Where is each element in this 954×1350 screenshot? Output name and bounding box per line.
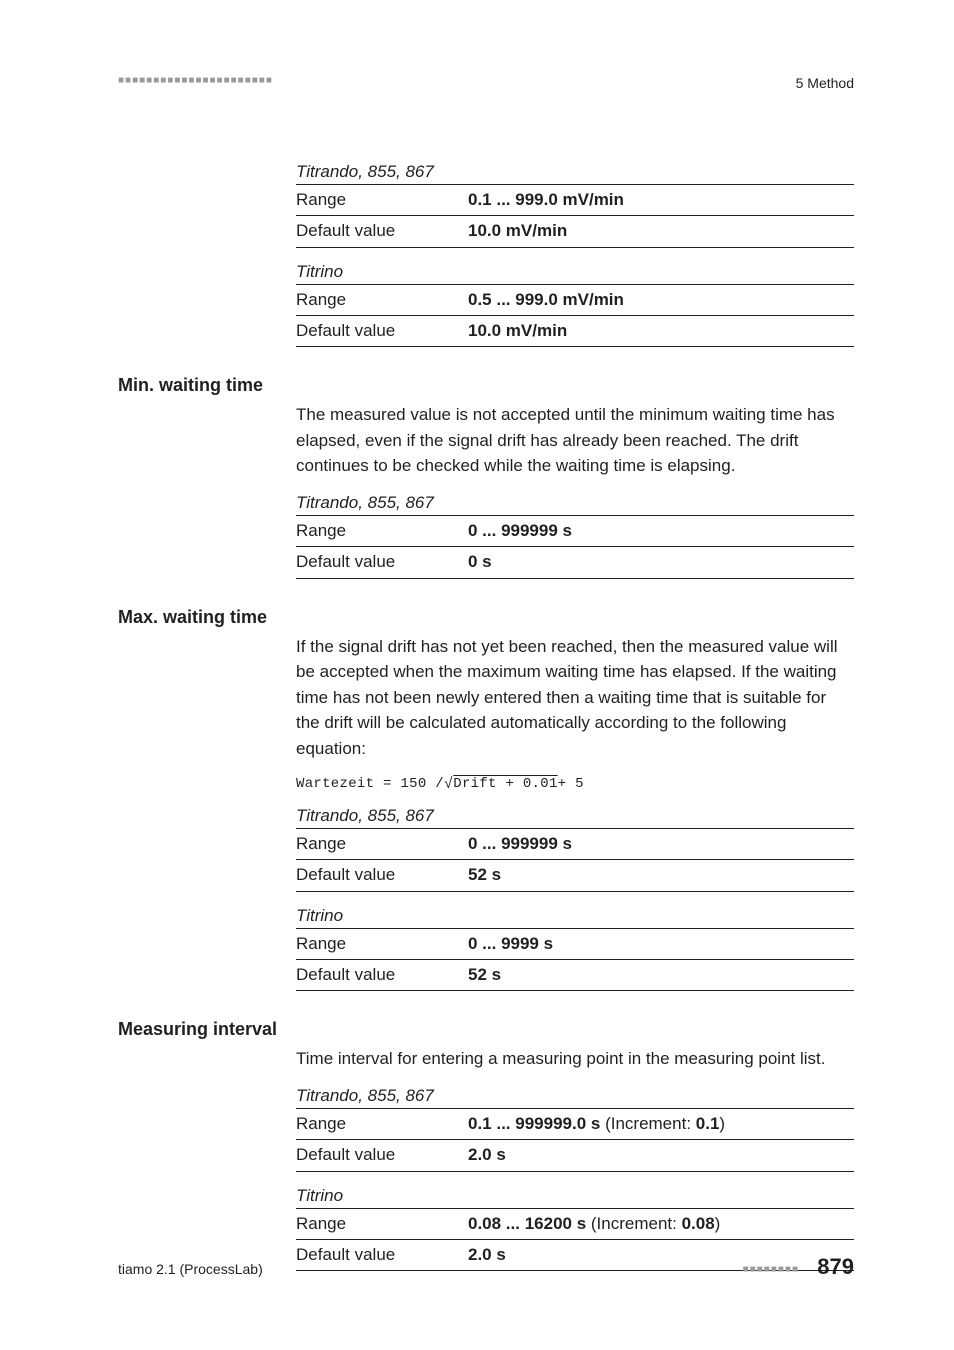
device-label: Titrino	[296, 906, 854, 926]
header-section-label: 5 Method	[796, 75, 854, 91]
param-label: Range	[296, 931, 468, 957]
section-body: If the signal drift has not yet been rea…	[296, 634, 854, 762]
param-value: 0.1 ... 999999.0 s (Increment: 0.1)	[468, 1111, 854, 1137]
param-row: Range0.1 ... 999.0 mV/min	[296, 184, 854, 215]
footer-page-number: 879	[817, 1254, 854, 1280]
content-area: Titrando, 855, 867Range0.1 ... 999.0 mV/…	[118, 162, 854, 1271]
device-label: Titrando, 855, 867	[296, 1086, 854, 1106]
section-title: Min. waiting time	[118, 375, 854, 396]
param-value: 10.0 mV/min	[468, 318, 854, 344]
param-row: Range0.1 ... 999999.0 s (Increment: 0.1)	[296, 1108, 854, 1139]
param-value: 10.0 mV/min	[468, 218, 854, 244]
footer-product: tiamo 2.1 (ProcessLab)	[118, 1261, 263, 1277]
device-label: Titrino	[296, 262, 854, 282]
param-value: 2.0 s	[468, 1142, 854, 1168]
section-body: Time interval for entering a measuring p…	[296, 1046, 854, 1072]
section-title: Max. waiting time	[118, 607, 854, 628]
section-title: Measuring interval	[118, 1019, 854, 1040]
device-label: Titrando, 855, 867	[296, 806, 854, 826]
formula: Wartezeit = 150 /√Drift + 0.01 + 5	[296, 775, 854, 792]
param-row: Default value10.0 mV/min	[296, 215, 854, 247]
param-row: Range0.5 ... 999.0 mV/min	[296, 284, 854, 315]
param-label: Default value	[296, 549, 468, 575]
param-row: Default value2.0 s	[296, 1139, 854, 1171]
device-label: Titrino	[296, 1186, 854, 1206]
param-row: Default value52 s	[296, 959, 854, 991]
section-body: The measured value is not accepted until…	[296, 402, 854, 479]
formula-radicand: Drift + 0.01	[453, 776, 557, 792]
footer-marks: ■■■■■■■■	[743, 1264, 799, 1275]
param-label: Default value	[296, 1142, 468, 1168]
param-row: Range0 ... 999999 s	[296, 515, 854, 546]
device-label: Titrando, 855, 867	[296, 493, 854, 513]
param-value: 52 s	[468, 962, 854, 988]
param-value: 0 ... 999999 s	[468, 518, 854, 544]
param-value: 0.1 ... 999.0 mV/min	[468, 187, 854, 213]
param-label: Range	[296, 518, 468, 544]
radical-icon: √	[444, 776, 453, 793]
param-label: Default value	[296, 862, 468, 888]
param-label: Default value	[296, 962, 468, 988]
param-label: Range	[296, 831, 468, 857]
param-label: Default value	[296, 218, 468, 244]
param-row: Range0 ... 9999 s	[296, 928, 854, 959]
formula-prefix: Wartezeit = 150 /	[296, 776, 444, 792]
header-marks: ■■■■■■■■■■■■■■■■■■■■■■	[118, 75, 273, 86]
param-row: Range0.08 ... 16200 s (Increment: 0.08)	[296, 1208, 854, 1239]
param-row: Default value52 s	[296, 859, 854, 891]
param-label: Range	[296, 1211, 468, 1237]
param-label: Default value	[296, 318, 468, 344]
param-row: Default value10.0 mV/min	[296, 315, 854, 347]
device-label: Titrando, 855, 867	[296, 162, 854, 182]
param-label: Range	[296, 187, 468, 213]
param-value: 0 s	[468, 549, 854, 575]
param-value: 0 ... 9999 s	[468, 931, 854, 957]
param-value: 0.08 ... 16200 s (Increment: 0.08)	[468, 1211, 854, 1237]
page: ■■■■■■■■■■■■■■■■■■■■■■ 5 Method Titrando…	[0, 0, 954, 1350]
param-row: Range0 ... 999999 s	[296, 828, 854, 859]
param-label: Range	[296, 287, 468, 313]
param-label: Default value	[296, 1242, 468, 1268]
param-value: 0 ... 999999 s	[468, 831, 854, 857]
formula-suffix: + 5	[558, 776, 584, 792]
param-value: 52 s	[468, 862, 854, 888]
param-value: 0.5 ... 999.0 mV/min	[468, 287, 854, 313]
param-row: Default value0 s	[296, 546, 854, 578]
param-label: Range	[296, 1111, 468, 1137]
